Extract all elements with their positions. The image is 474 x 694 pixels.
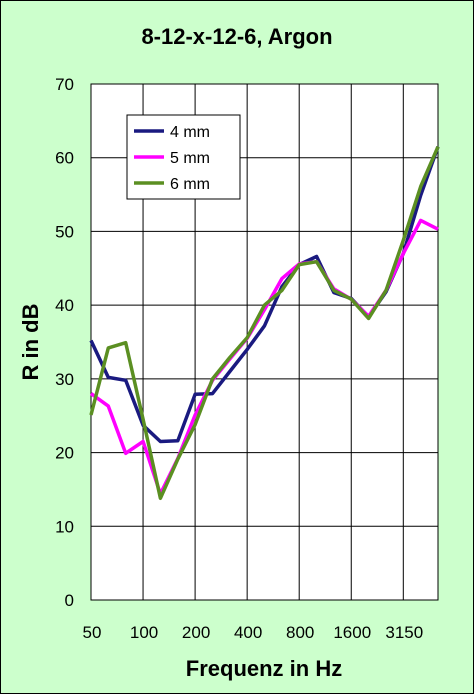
x-tick-label: 100 <box>130 623 158 642</box>
y-tick-label: 30 <box>55 370 74 389</box>
y-tick-label: 40 <box>55 296 74 315</box>
x-tick-label: 800 <box>286 623 314 642</box>
chart-title: 8-12-x-12-6, Argon <box>141 24 332 49</box>
y-tick-label: 50 <box>55 222 74 241</box>
series-line <box>89 146 440 501</box>
y-tick-label: 10 <box>55 517 74 536</box>
y-tick-labels: 0 10 20 30 40 50 60 70 <box>55 75 74 610</box>
legend-label: 6 mm <box>170 176 210 193</box>
y-tick-label: 20 <box>55 444 74 463</box>
x-tick-label: 50 <box>83 623 102 642</box>
y-tick-label: 70 <box>55 75 74 94</box>
y-axis-title: R in dB <box>18 304 43 381</box>
x-tick-label: 1600 <box>333 623 371 642</box>
y-tick-label: 0 <box>65 591 74 610</box>
legend: 4 mm 5 mm 6 mm <box>126 114 241 200</box>
legend-label: 5 mm <box>170 150 210 167</box>
x-tick-label: 200 <box>182 623 210 642</box>
series-lines <box>89 146 440 501</box>
x-tick-label: 400 <box>234 623 262 642</box>
y-tick-label: 60 <box>55 149 74 168</box>
x-axis-title: Frequenz in Hz <box>186 656 342 681</box>
x-tick-label: 3150 <box>385 623 423 642</box>
legend-label: 4 mm <box>170 124 210 141</box>
x-tick-labels: 50 100 200 400 800 1600 3150 <box>83 623 424 642</box>
